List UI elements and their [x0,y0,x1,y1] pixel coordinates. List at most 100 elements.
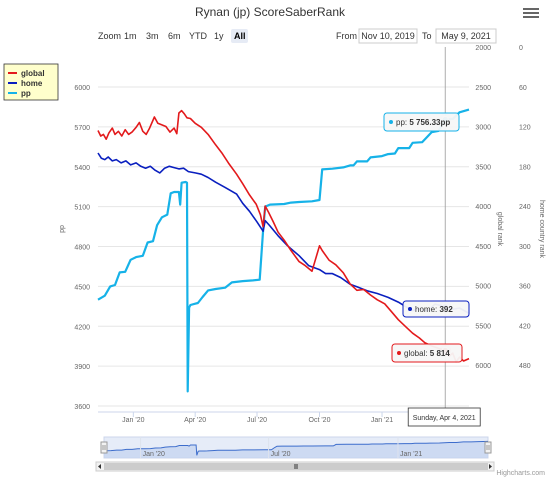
zoom-button-all[interactable]: All [231,29,248,43]
scroll-right-arrow-icon[interactable] [489,464,492,469]
legend-item-home[interactable]: home [8,79,43,88]
legend-label[interactable]: global [21,69,45,78]
pp-axis-title: pp [59,225,66,233]
pp-tick-label: 4500 [74,284,90,291]
zoom-buttons: 1m 3m 6m YTD 1y All [124,29,248,43]
pp-tick-label: 5400 [74,165,90,172]
zoom-button-3m[interactable]: 3m [146,31,159,41]
tooltip-series-label: global: [404,349,430,358]
home-rank-axis: 0 60 120 180 240 300 360 420 480 home country ran… [519,45,545,370]
series-line-pp[interactable] [97,108,470,393]
navigator-handle-left[interactable] [100,441,108,454]
hamburger-icon[interactable] [523,6,539,20]
x-axis: Jan '20 Apr '20 Jul '20 Oct '20 Jan '21 [98,411,469,424]
navigator[interactable]: Jan '20 Jul '20 Jan '21 [95,436,495,472]
crosshair-date-box [407,407,481,427]
navigator-line [103,440,489,456]
to-label: To [422,31,432,41]
global-rank-axis-title: global rank [496,212,503,247]
home-rank-tick-label: 420 [519,323,531,330]
home-rank-tick-label: 360 [519,284,531,291]
series-line-global[interactable] [97,109,470,363]
global-rank-tick-label: 2000 [475,45,491,52]
legend-label[interactable]: home [21,79,43,88]
zoom-button-label[interactable]: 1m [124,31,137,41]
grid-lines [98,86,469,407]
x-tick-label: Jan '20 [122,417,144,424]
home-rank-tick-label: 240 [519,204,531,211]
global-rank-axis: 2000 2500 3000 3500 4000 4500 5000 5500 6000 glob… [475,45,503,370]
tooltip-bullet [408,307,412,311]
zoom-button-label[interactable]: YTD [189,31,208,41]
tooltip-home: home: 392 [402,300,470,318]
x-tick-label: Jan '21 [371,417,393,424]
zoom-button-1m[interactable]: 1m [124,31,137,41]
home-rank-tick-label: 180 [519,164,531,171]
pp-tick-label: 3600 [74,404,90,411]
tooltip-value: 5 756.33pp [409,118,450,127]
global-rank-tick-label: 6000 [475,363,491,370]
to-date-input-box[interactable] [435,28,497,44]
tooltip-global: global: 5 814 [391,343,463,363]
legend-item-pp[interactable]: pp [8,89,31,98]
home-rank-tick-label: 480 [519,363,531,370]
zoom-button-label[interactable]: 3m [146,31,159,41]
handle-box[interactable] [100,441,108,454]
global-rank-tick-label: 5500 [475,323,491,330]
pp-tick-label: 5100 [74,205,90,212]
home-rank-tick-label: 300 [519,244,531,251]
zoom-button-label[interactable]: All [234,31,246,41]
zoom-button-1y[interactable]: 1y [214,31,224,41]
navigator-area [104,441,488,458]
tooltip-series-label: home: [415,305,439,314]
x-tick-label: Apr '20 [184,417,206,424]
tooltip-text: pp: 5 756.33pp [396,118,450,127]
navigator-tick-label: Jan '21 [400,451,422,458]
zoom-button-label[interactable]: 6m [168,31,181,41]
zoom-button-label[interactable]: 1y [214,31,224,41]
x-tick-label: Jul '20 [247,417,267,424]
tooltip-value: 392 [439,305,453,314]
tooltip-box [402,300,470,318]
crosshair-date-label: Sunday, Apr 4, 2021 [413,415,476,422]
series-group [97,108,470,393]
zoom-button-6m[interactable]: 6m [168,31,181,41]
global-rank-tick-label: 4500 [475,244,491,251]
legend-label[interactable]: pp [21,89,31,98]
home-rank-axis-title: home country rank [538,200,545,258]
tooltip-text: global: 5 814 [404,349,450,358]
series-line-home[interactable] [97,152,470,314]
scrollbar-thumb[interactable] [104,463,488,470]
from-label: From [336,31,357,41]
scrollbar[interactable] [95,461,495,472]
zoom-label: Zoom [98,31,121,41]
to-date-input[interactable]: May 9, 2021 [441,31,491,41]
range-selector: Zoom 1m 3m 6m YTD 1y All From Nov 10, 2019 To… [98,28,497,44]
from-date-input-box[interactable] [358,28,418,44]
zoom-button-ytd[interactable]: YTD [189,31,208,41]
tooltip-pp: pp: 5 756.33pp [383,112,460,132]
navigator-tick-label: Jan '20 [143,451,165,458]
tooltip-box [391,343,463,363]
handle-box[interactable] [484,441,492,454]
home-rank-tick-label: 60 [519,85,527,92]
tooltip-value: 5 814 [430,349,451,358]
global-rank-tick-label: 4000 [475,204,491,211]
legend-item-global[interactable]: global [8,69,45,78]
from-date-input[interactable]: Nov 10, 2019 [361,31,415,41]
pp-axis: 3600 3900 4200 4500 4800 5100 5400 5700 6000 pp [59,85,90,411]
pp-tick-label: 6000 [74,85,90,92]
global-rank-tick-label: 3000 [475,125,491,132]
pp-tick-label: 4800 [74,245,90,252]
navigator-handle-right[interactable] [484,441,492,454]
scroll-left-arrow-icon[interactable] [98,464,101,469]
x-tick-label: Oct '20 [309,417,331,424]
credits[interactable]: Highcharts.com [496,470,545,477]
global-rank-tick-label: 3500 [475,164,491,171]
home-rank-tick-label: 0 [519,45,523,52]
tooltip-bullet [397,351,401,355]
tooltips: pp: 5 756.33pp home: 392 global: 5 814 [383,112,470,363]
pp-tick-label: 5700 [74,125,90,132]
